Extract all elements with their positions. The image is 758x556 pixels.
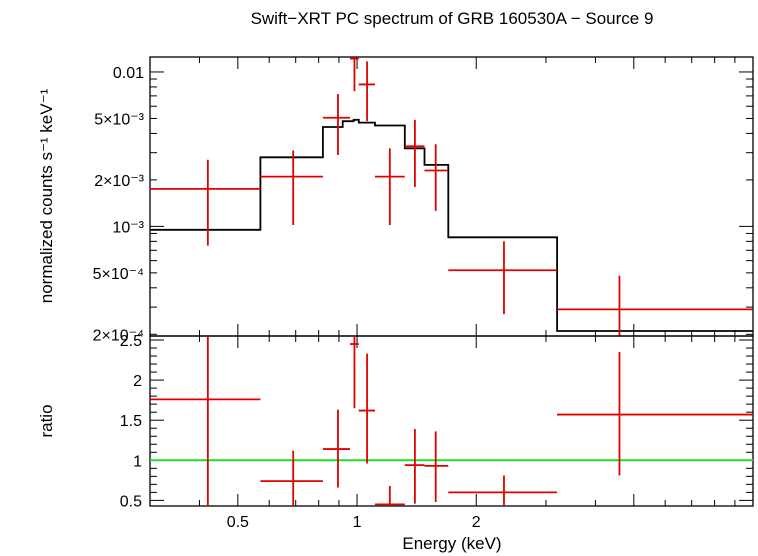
spectrum-y-tick-label: 0.01 [113,65,144,82]
spectrum-data-point [374,148,405,226]
ratio-y-axis-label: ratio [37,404,56,437]
spectrum-y-tick-label: 5×10⁻³ [94,111,144,128]
spectrum-y-tick-label: 5×10⁻⁴ [93,266,144,283]
energy-x-tick-label: 2 [472,514,481,531]
spectrum-y-tick-label: 2×10⁻³ [94,173,144,190]
ratio-data-point [557,352,753,476]
ratio-data-point [260,450,323,506]
ratio-y-tick-label: 0.5 [120,493,142,510]
spectrum-y-tick-label: 10⁻³ [112,219,144,236]
spectrum-data-point [404,119,425,187]
spectrum-data-point [350,57,359,92]
spectrum-panel-frame [149,56,754,337]
ratio-data-point [358,353,375,464]
model-step-line [150,118,753,332]
ratio-data-point [404,429,425,504]
ratio-y-tick-label: 2.5 [120,333,142,350]
spectrum-y-tick-label: 2×10⁻⁴ [93,327,144,344]
ratio-y-tick-label: 2 [133,373,142,390]
energy-x-axis-label: Energy (keV) [402,534,501,553]
spectrum-panel: 0.01 5×10⁻³ 2×10⁻³ 10⁻³ 5×10⁻⁴ 2×10⁻⁴ normali… [37,56,754,344]
ratio-data-point [448,475,558,506]
chart-title: Swift−XRT PC spectrum of GRB 160530A − S… [251,9,654,28]
spectrum-y-axis-label: normalized counts s⁻¹ keV⁻¹ [37,88,56,303]
spectrum-data-point [448,241,558,315]
ratio-data-point [322,409,351,488]
spectrum-data-point [260,150,323,226]
spectrum-data-point [424,144,449,211]
ratio-data-point [424,431,449,502]
energy-x-tick-label: 0.5 [227,514,249,531]
ratio-y-tick-label: 1.5 [120,413,142,430]
spectrum-data-point [322,93,351,155]
spectrum-data-point [358,61,375,122]
spectrum-data-point [557,275,753,336]
ratio-panel: 0.5 1 1.5 2 2.5 0.5 1 2 ratio Energy (keV) [37,333,754,553]
ratio-data-point [350,336,359,409]
ratio-y-tick-label: 1 [133,453,142,470]
energy-x-tick-label: 1 [353,514,362,531]
ratio-panel-frame [149,335,754,507]
spectrum-data-point [150,159,261,246]
ratio-data-point [374,485,405,506]
ratio-data-point [150,336,261,506]
